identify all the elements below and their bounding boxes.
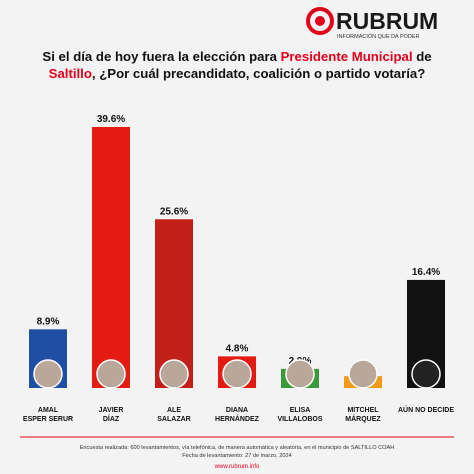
bar: [92, 127, 130, 388]
x-tick-label: ALE: [167, 407, 181, 414]
x-tick-label: VILLALOBOS: [277, 416, 322, 423]
title-segment: , ¿Por cuál precandidato, coalición o pa…: [92, 66, 425, 81]
value-label: 4.8%: [226, 343, 249, 354]
x-tick-label: DIANA: [226, 407, 248, 414]
logo-name: RUBRUM: [336, 8, 438, 34]
value-label: 39.6%: [97, 114, 125, 125]
x-tick-label: ELISA: [290, 407, 311, 414]
title-segment: Si el día de hoy fuera la elección para: [42, 49, 280, 64]
candidate-photo: [285, 359, 315, 389]
x-tick-label: AMAL: [38, 407, 59, 414]
chart-title: Si el día de hoy fuera la elección para …: [42, 49, 431, 64]
footer-url: www.rubrum.info: [214, 464, 260, 470]
chart-title: Saltillo, ¿Por cuál precandidato, coalic…: [49, 66, 426, 81]
candidate-photo: [159, 359, 189, 389]
title-segment: Presidente Municipal: [281, 49, 413, 64]
x-tick-label: SALAZAR: [157, 416, 190, 423]
x-tick-label: HERNÁNDEZ: [215, 414, 260, 423]
value-label: 25.6%: [160, 206, 188, 217]
x-tick-label: MÁRQUEZ: [345, 414, 381, 423]
footer-note: Fecha de levantamiento: 27 de marzo, 202…: [182, 453, 291, 459]
x-tick-label: MITCHEL: [347, 407, 379, 414]
title-segment: de: [413, 49, 432, 64]
value-label: 8.9%: [37, 316, 60, 327]
x-tick-label: ESPER SERUR: [23, 416, 73, 423]
value-label: 16.4%: [412, 267, 440, 278]
chart: Si el día de hoy fuera la elección para …: [23, 49, 454, 423]
x-tick-label: DÍAZ: [103, 414, 120, 423]
x-tick-label: AÚN NO DECIDE: [398, 405, 454, 414]
logo-ring: [306, 7, 334, 35]
candidate-photo: [411, 359, 441, 389]
logo-tagline: INFORMACIÓN QUE DA PODER: [337, 33, 420, 40]
title-segment: Saltillo: [49, 66, 92, 81]
footer-note: Encuesta realizada: 600 levantamientos, …: [80, 445, 395, 451]
logo-dot: [315, 16, 325, 26]
candidate-photo: [222, 359, 252, 389]
candidate-photo: [33, 359, 63, 389]
x-tick-label: JAVIER: [99, 407, 124, 414]
candidate-photo: [96, 359, 126, 389]
candidate-photo: [348, 359, 378, 389]
